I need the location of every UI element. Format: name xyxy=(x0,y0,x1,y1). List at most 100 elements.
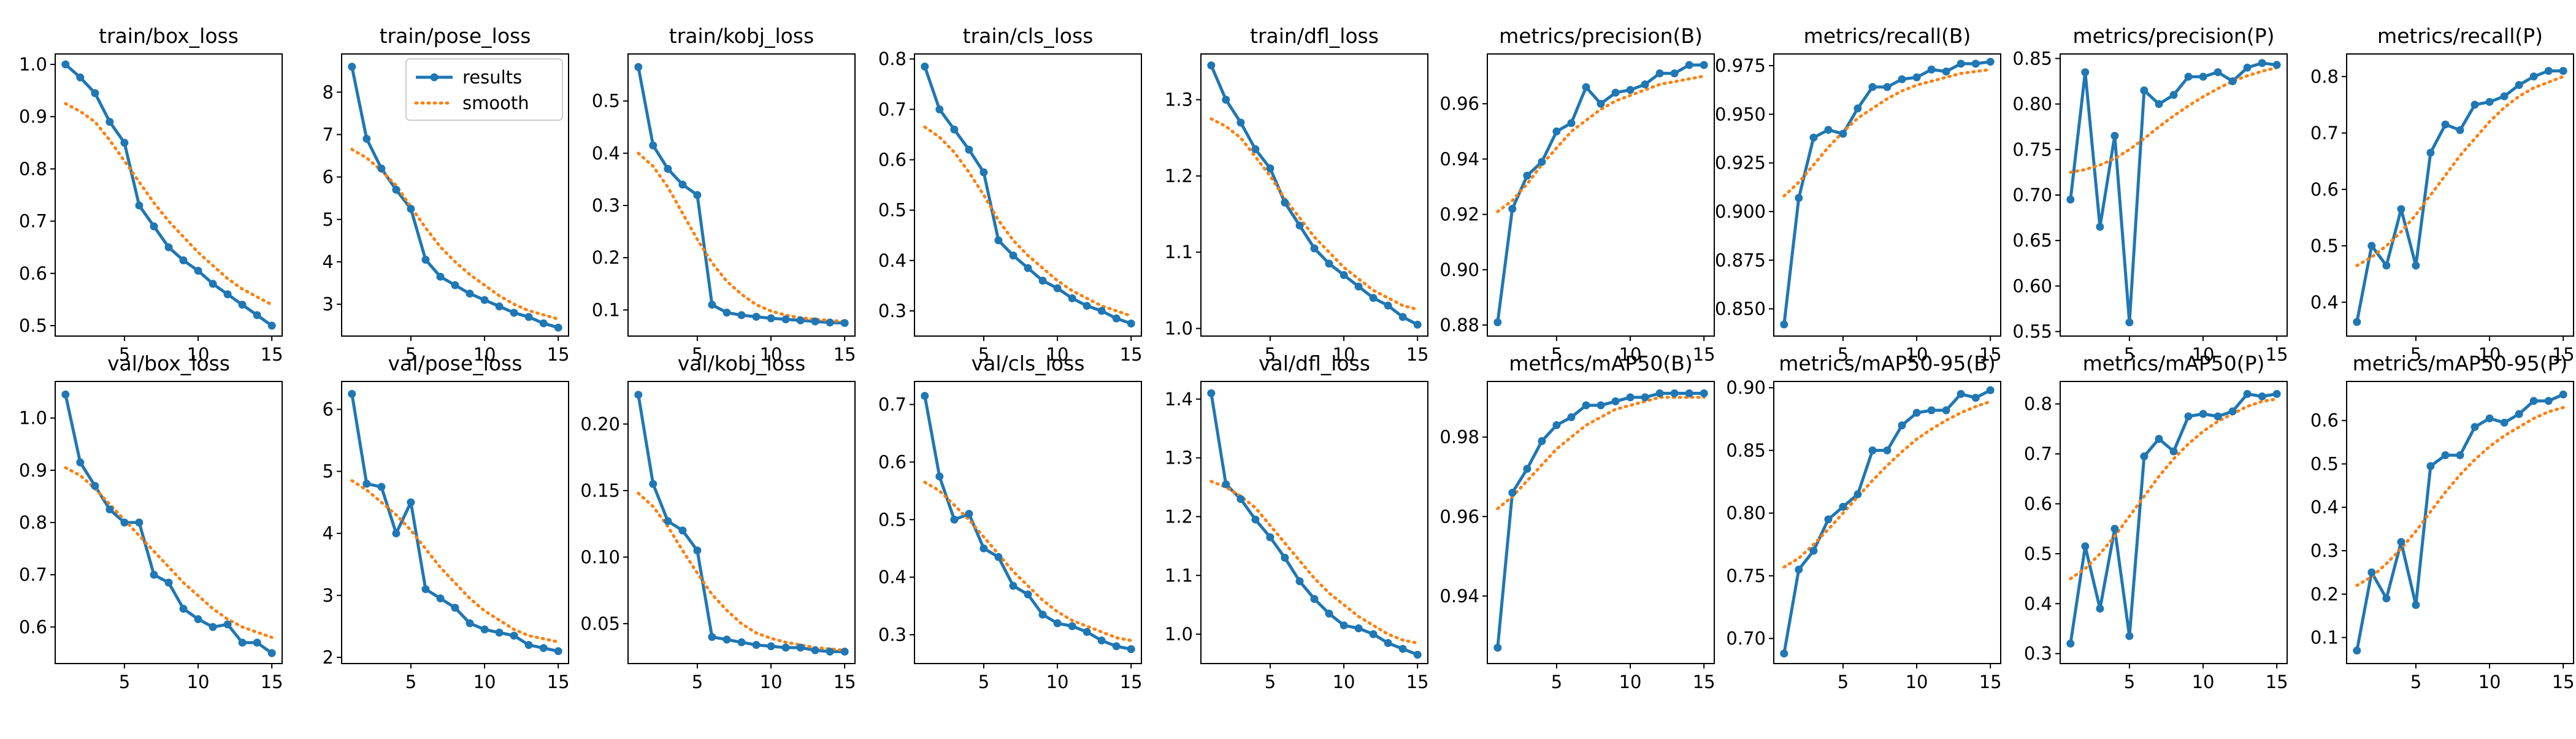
axes-frame xyxy=(914,53,1142,337)
y-tick-label: 6 xyxy=(323,167,334,188)
results-point xyxy=(2199,410,2207,418)
y-tick-label: 0.7 xyxy=(2310,123,2339,144)
y-tick-label: 0.4 xyxy=(878,250,907,271)
results-point xyxy=(752,641,761,649)
x-tick-label: 10 xyxy=(187,344,210,365)
y-tick-label: 7 xyxy=(323,124,334,145)
results-point xyxy=(76,458,85,467)
x-tick-label: 5 xyxy=(2124,672,2135,692)
results-point xyxy=(1024,264,1032,272)
x-tick-label: 5 xyxy=(119,672,130,692)
results-point xyxy=(466,289,474,298)
results-point xyxy=(1552,127,1561,136)
results-line xyxy=(2355,392,2564,651)
x-tick-label: 15 xyxy=(1979,672,2002,692)
results-line xyxy=(2069,61,2277,324)
results-point xyxy=(421,256,430,264)
x-tick-label: 10 xyxy=(2478,344,2501,365)
results-point xyxy=(2426,462,2435,470)
results-point xyxy=(61,60,70,69)
y-tick-label: 0.4 xyxy=(878,567,907,588)
x-tick-label: 15 xyxy=(1120,672,1143,692)
results-point xyxy=(1251,515,1260,524)
results-point xyxy=(253,311,261,320)
y-tick-label: 3 xyxy=(323,585,334,606)
smooth-line xyxy=(637,491,846,652)
y-tick-label: 0.7 xyxy=(19,211,47,232)
results-point xyxy=(2066,195,2075,204)
results-point xyxy=(2441,451,2450,459)
y-tick-label: 0.5 xyxy=(592,91,620,112)
subplot-7: metrics/recall(B) 0.850 0.875 0.900 0.925 0.9… xyxy=(1715,24,2002,365)
results-point xyxy=(120,518,129,527)
results-point xyxy=(752,313,761,321)
x-tick-label: 5 xyxy=(405,672,416,692)
x-tick-label: 10 xyxy=(473,672,496,692)
subplot-15: metrics/mAP50(B) 0.94 0.96 0.98 5 10 15 xyxy=(1439,351,1715,692)
results-point xyxy=(1354,282,1363,291)
results-point xyxy=(2125,632,2134,640)
results-point xyxy=(2500,418,2509,427)
results-point xyxy=(1853,490,1862,499)
smooth-line xyxy=(350,148,560,321)
results-point xyxy=(1281,198,1289,207)
results-point xyxy=(664,164,672,173)
results-point xyxy=(1824,515,1833,524)
y-tick-label: 0.8 xyxy=(19,158,47,179)
axes-frame xyxy=(55,381,283,664)
x-tick-label: 10 xyxy=(760,672,783,692)
y-tick-label: 0.3 xyxy=(878,624,907,645)
results-point xyxy=(105,118,114,126)
results-point xyxy=(554,647,562,656)
y-tick-label: 0.3 xyxy=(2024,643,2052,664)
results-point xyxy=(1523,465,1531,473)
results-point xyxy=(150,570,158,579)
results-point xyxy=(1927,65,1936,74)
results-point xyxy=(1127,645,1135,653)
x-tick-label: 5 xyxy=(2124,344,2135,365)
y-tick-label: 0.5 xyxy=(19,315,47,336)
y-tick-label: 0.80 xyxy=(2012,94,2052,115)
y-tick-label: 0.15 xyxy=(580,480,620,501)
axes-frame xyxy=(1773,381,2001,664)
results-point xyxy=(362,480,371,488)
y-tick-label: 0.2 xyxy=(2310,584,2339,605)
results-point xyxy=(2272,61,2281,69)
smooth-line xyxy=(637,151,846,323)
results-point xyxy=(2228,77,2237,85)
results-point xyxy=(1567,413,1576,421)
results-point xyxy=(1685,61,1693,69)
subplot-11: val/pose_loss 2 3 4 5 6 5 10 15 xyxy=(323,351,570,692)
y-tick-label: 0.7 xyxy=(878,394,907,415)
x-tick-label: 15 xyxy=(1406,672,1429,692)
subplot-12: val/kobj_loss 0.05 0.10 0.15 0.20 5 10 15 xyxy=(580,351,856,692)
smooth-line xyxy=(64,466,274,639)
results-point xyxy=(105,505,114,514)
results-point xyxy=(1354,624,1363,632)
results-point xyxy=(2515,81,2523,90)
results-point xyxy=(921,392,929,400)
results-point xyxy=(1222,96,1230,104)
results-point xyxy=(1207,61,1216,70)
y-tick-label: 0.7 xyxy=(878,99,907,120)
results-point xyxy=(1222,480,1230,489)
subplot-title: val/pose_loss xyxy=(388,351,523,375)
subplot-title: metrics/precision(P) xyxy=(2072,24,2274,48)
results-point xyxy=(2544,67,2553,75)
subplot-title: val/cls_loss xyxy=(972,351,1085,375)
results-point xyxy=(1957,59,1965,68)
y-tick-label: 1.0 xyxy=(19,408,47,429)
results-point xyxy=(436,272,445,281)
y-tick-label: 0.70 xyxy=(2012,185,2052,205)
axes-frame xyxy=(55,53,283,337)
results-point xyxy=(1898,75,1906,83)
results-point xyxy=(510,308,518,317)
x-tick-label: 5 xyxy=(1551,672,1562,692)
x-tick-label: 5 xyxy=(119,344,130,365)
results-point xyxy=(1127,320,1135,327)
y-tick-label: 1.4 xyxy=(1165,389,1193,410)
results-point xyxy=(1670,389,1679,397)
subplot-title: train/pose_loss xyxy=(380,24,531,48)
results-point xyxy=(1340,271,1348,279)
y-tick-label: 0.85 xyxy=(1726,440,1766,461)
